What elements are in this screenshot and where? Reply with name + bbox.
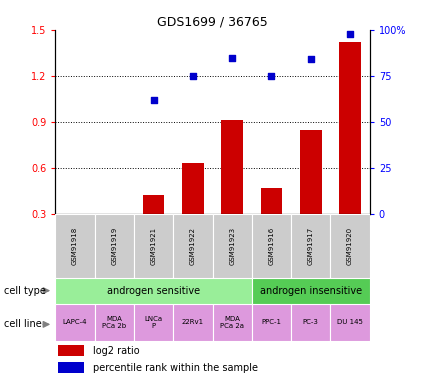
Text: MDA
PCa 2b: MDA PCa 2b xyxy=(102,316,126,329)
Point xyxy=(150,97,157,103)
Bar xyxy=(55,214,94,278)
Bar xyxy=(173,304,212,341)
Text: LNCa
P: LNCa P xyxy=(144,316,163,329)
Bar xyxy=(291,304,331,341)
Text: androgen sensitive: androgen sensitive xyxy=(107,286,200,296)
Text: log2 ratio: log2 ratio xyxy=(93,346,140,356)
Text: cell line: cell line xyxy=(4,320,42,329)
Text: LAPC-4: LAPC-4 xyxy=(62,320,87,326)
Point xyxy=(307,56,314,62)
Point xyxy=(190,73,196,79)
Bar xyxy=(221,120,243,214)
Text: MDA
PCa 2a: MDA PCa 2a xyxy=(220,316,244,329)
Bar xyxy=(173,214,212,278)
Point xyxy=(268,73,275,79)
Text: GSM91921: GSM91921 xyxy=(150,226,156,265)
Title: GDS1699 / 36765: GDS1699 / 36765 xyxy=(157,16,268,29)
Bar xyxy=(134,214,173,278)
Text: cell type: cell type xyxy=(4,286,46,296)
Bar xyxy=(94,214,134,278)
Bar xyxy=(212,304,252,341)
Point xyxy=(347,31,354,37)
Text: GSM91917: GSM91917 xyxy=(308,226,314,265)
Bar xyxy=(143,195,164,214)
Text: PC-3: PC-3 xyxy=(303,320,319,326)
Text: PPC-1: PPC-1 xyxy=(261,320,281,326)
Bar xyxy=(58,362,84,374)
Text: GSM91916: GSM91916 xyxy=(269,226,275,265)
Bar xyxy=(252,278,370,304)
Text: percentile rank within the sample: percentile rank within the sample xyxy=(93,363,258,373)
Bar xyxy=(182,163,204,214)
Bar xyxy=(261,188,282,214)
Text: GSM91918: GSM91918 xyxy=(72,226,78,265)
Bar xyxy=(331,214,370,278)
Text: GSM91920: GSM91920 xyxy=(347,226,353,265)
Bar xyxy=(212,214,252,278)
Text: GSM91919: GSM91919 xyxy=(111,226,117,265)
Text: GSM91923: GSM91923 xyxy=(229,226,235,265)
Bar xyxy=(331,304,370,341)
Bar xyxy=(252,214,291,278)
Bar xyxy=(94,304,134,341)
Bar xyxy=(55,304,94,341)
Bar xyxy=(252,304,291,341)
Text: androgen insensitive: androgen insensitive xyxy=(260,286,362,296)
Text: DU 145: DU 145 xyxy=(337,320,363,326)
Text: GSM91922: GSM91922 xyxy=(190,226,196,265)
Bar xyxy=(55,278,252,304)
Bar xyxy=(339,42,361,214)
Bar xyxy=(291,214,331,278)
Bar xyxy=(134,304,173,341)
Point xyxy=(229,55,235,61)
Bar xyxy=(58,345,84,356)
Bar xyxy=(300,129,322,214)
Text: 22Rv1: 22Rv1 xyxy=(182,320,204,326)
